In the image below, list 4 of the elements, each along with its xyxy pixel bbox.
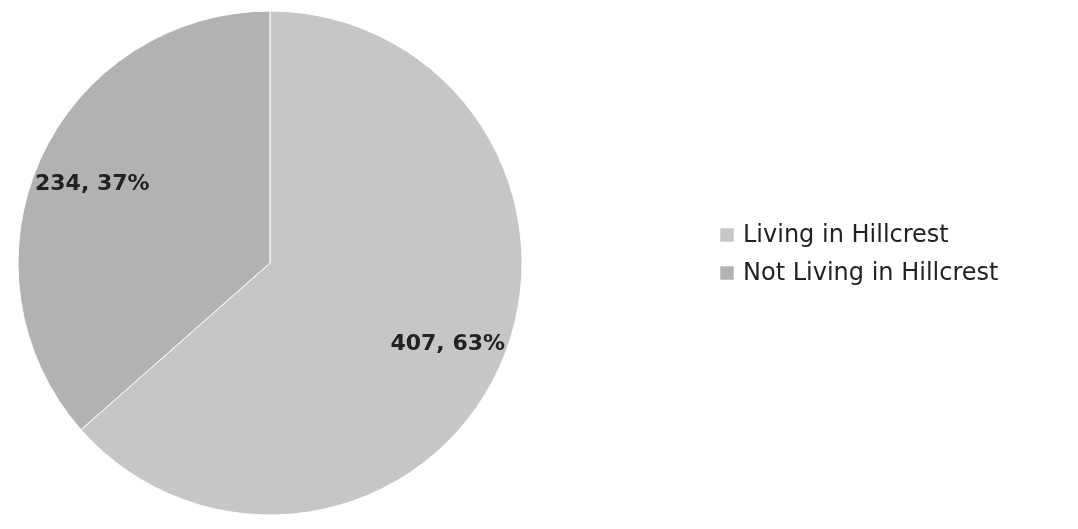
legend-label: Living in Hillcrest bbox=[743, 220, 949, 248]
data-label: 234, 37% bbox=[34, 169, 150, 195]
data-label: 407, 63% bbox=[390, 330, 506, 356]
legend-label: Not Living in Hillcrest bbox=[743, 258, 999, 286]
